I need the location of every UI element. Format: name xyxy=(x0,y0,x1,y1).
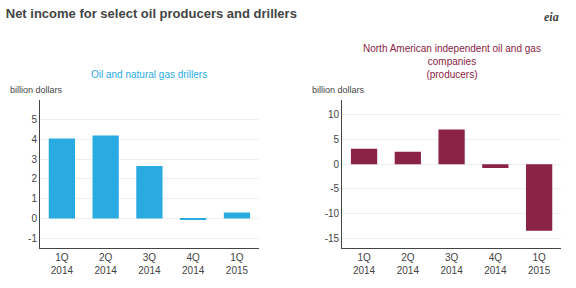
svg-text:Oil and natural gas drillers: Oil and natural gas drillers xyxy=(91,69,207,80)
svg-text:-1: -1 xyxy=(28,233,37,244)
svg-text:5: 5 xyxy=(31,114,37,125)
svg-text:4Q2014: 4Q2014 xyxy=(182,252,205,276)
svg-text:2Q2014: 2Q2014 xyxy=(397,252,420,276)
svg-text:1Q2015: 1Q2015 xyxy=(528,252,551,276)
svg-text:-5: -5 xyxy=(330,183,339,194)
svg-text:2: 2 xyxy=(31,173,37,184)
svg-text:3: 3 xyxy=(31,154,37,165)
svg-text:0: 0 xyxy=(31,213,37,224)
svg-text:Net income for select oil prod: Net income for select oil producers and … xyxy=(6,6,297,21)
svg-text:10: 10 xyxy=(328,109,340,120)
svg-text:-15: -15 xyxy=(325,233,340,244)
svg-text:3Q2014: 3Q2014 xyxy=(440,252,463,276)
svg-text:0: 0 xyxy=(334,159,340,170)
svg-text:1Q2015: 1Q2015 xyxy=(226,252,249,276)
svg-text:4: 4 xyxy=(31,134,37,145)
svg-text:North American independent oil: North American independent oil and gasco… xyxy=(363,43,541,80)
svg-text:4Q2014: 4Q2014 xyxy=(484,252,507,276)
svg-text:5: 5 xyxy=(334,134,340,145)
svg-text:3Q2014: 3Q2014 xyxy=(138,252,161,276)
svg-text:1Q2014: 1Q2014 xyxy=(51,252,74,276)
svg-text:-10: -10 xyxy=(325,208,340,219)
svg-text:eia: eia xyxy=(544,10,559,24)
svg-text:2Q2014: 2Q2014 xyxy=(95,252,118,276)
svg-text:1: 1 xyxy=(31,193,37,204)
svg-text:billion dollars: billion dollars xyxy=(10,85,63,95)
svg-text:billion dollars: billion dollars xyxy=(312,85,365,95)
svg-text:1Q2014: 1Q2014 xyxy=(353,252,376,276)
